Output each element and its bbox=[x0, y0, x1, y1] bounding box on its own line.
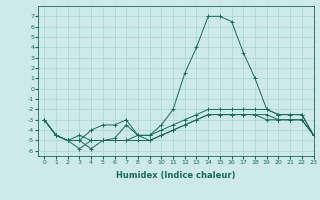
X-axis label: Humidex (Indice chaleur): Humidex (Indice chaleur) bbox=[116, 171, 236, 180]
